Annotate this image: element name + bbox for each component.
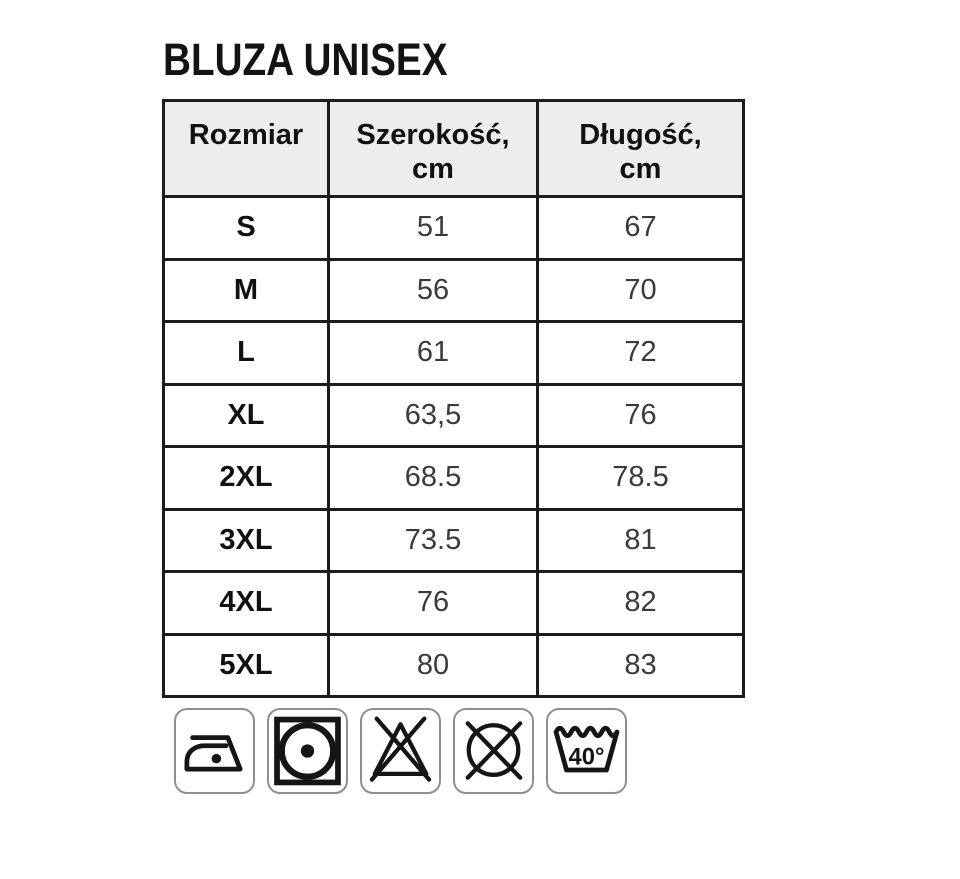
length-cell: 72 bbox=[536, 320, 745, 386]
length-cell: 76 bbox=[536, 382, 745, 448]
width-cell: 61 bbox=[327, 320, 539, 386]
width-cell: 76 bbox=[327, 570, 539, 636]
table-row: 2XL 68.5 78.5 bbox=[162, 445, 745, 511]
size-cell: 3XL bbox=[162, 507, 330, 573]
size-cell: XL bbox=[162, 382, 330, 448]
col-header-size: Rozmiar bbox=[162, 99, 330, 198]
size-cell: 5XL bbox=[162, 632, 330, 698]
width-cell: 63,5 bbox=[327, 382, 539, 448]
width-cell: 80 bbox=[327, 632, 539, 698]
do-not-dry-clean-icon bbox=[453, 708, 534, 794]
length-cell: 67 bbox=[536, 195, 745, 261]
iron-low-icon bbox=[174, 708, 255, 794]
table-row: 4XL 76 82 bbox=[162, 570, 745, 636]
table-row: XL 63,5 76 bbox=[162, 382, 745, 448]
width-cell: 68.5 bbox=[327, 445, 539, 511]
table-row: S 51 67 bbox=[162, 195, 745, 261]
table-row: 5XL 80 83 bbox=[162, 632, 745, 698]
width-cell: 51 bbox=[327, 195, 539, 261]
length-cell: 83 bbox=[536, 632, 745, 698]
size-cell: 2XL bbox=[162, 445, 330, 511]
size-cell: 4XL bbox=[162, 570, 330, 636]
size-cell: L bbox=[162, 320, 330, 386]
table-row: 3XL 73.5 81 bbox=[162, 507, 745, 573]
product-title: BLUZA UNISEX bbox=[163, 34, 448, 85]
col-header-length: Długość, cm bbox=[536, 99, 745, 198]
table-row: L 61 72 bbox=[162, 320, 745, 386]
size-cell: M bbox=[162, 257, 330, 323]
size-table: Rozmiar Szerokość, cm Długość, cm S 51 6… bbox=[162, 99, 745, 698]
size-table-header: Rozmiar Szerokość, cm Długość, cm bbox=[162, 99, 745, 198]
col-header-width: Szerokość, cm bbox=[327, 99, 539, 198]
length-cell: 82 bbox=[536, 570, 745, 636]
wash-40-icon: 40° bbox=[546, 708, 627, 794]
care-icons-row: 40° bbox=[174, 708, 627, 794]
length-cell: 70 bbox=[536, 257, 745, 323]
size-cell: S bbox=[162, 195, 330, 261]
table-row: M 56 70 bbox=[162, 257, 745, 323]
length-cell: 81 bbox=[536, 507, 745, 573]
width-cell: 56 bbox=[327, 257, 539, 323]
tumble-dry-icon bbox=[267, 708, 348, 794]
header-row: Rozmiar Szerokość, cm Długość, cm bbox=[162, 99, 745, 198]
length-cell: 78.5 bbox=[536, 445, 745, 511]
do-not-bleach-icon bbox=[360, 708, 441, 794]
width-cell: 73.5 bbox=[327, 507, 539, 573]
wash-temperature-label: 40° bbox=[569, 743, 605, 770]
